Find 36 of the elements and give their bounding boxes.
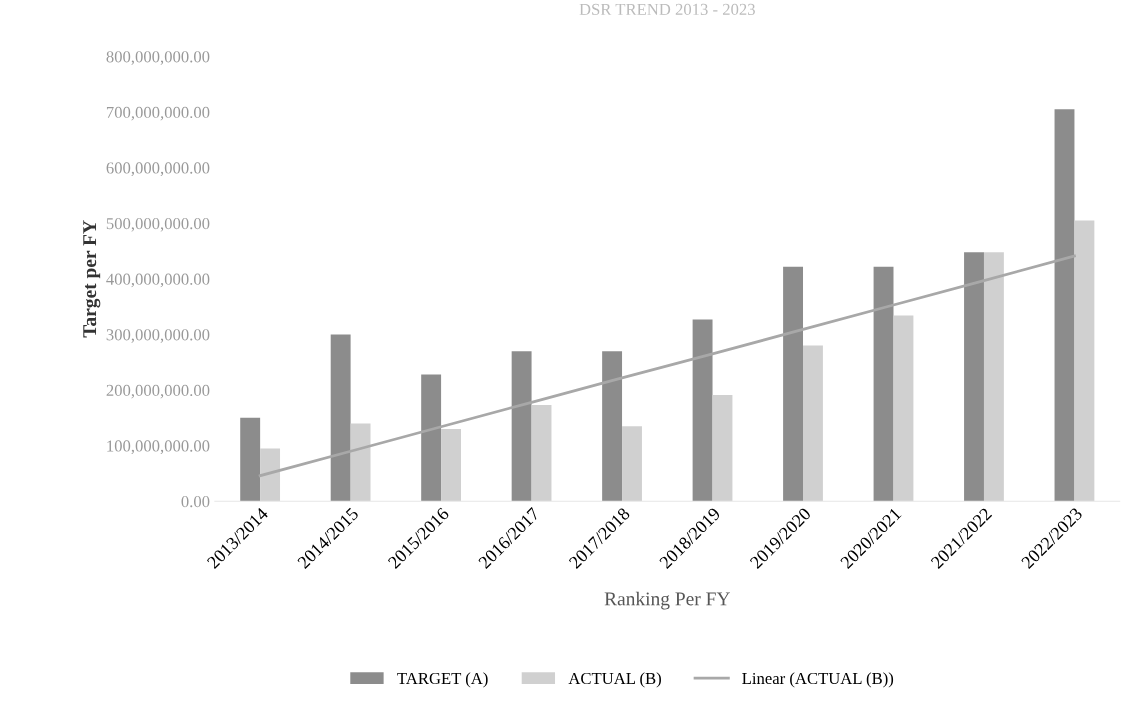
bar [983, 252, 1004, 502]
bar [622, 426, 642, 502]
bar [964, 252, 984, 502]
bar [240, 417, 261, 502]
y-tick-label: 500,000,000.00 [106, 217, 210, 232]
bar [260, 448, 281, 502]
bar [1074, 220, 1095, 502]
bar [350, 423, 371, 502]
y-tick-label: 300,000,000.00 [106, 329, 210, 343]
bar [511, 351, 532, 502]
y-tick-label: 100,000,000.00 [107, 440, 210, 455]
bar [803, 345, 823, 502]
bar [421, 374, 442, 502]
x-axis-title: Ranking Per FY [604, 591, 730, 610]
bar [712, 395, 733, 502]
legend-label: ACTUAL (B) [568, 672, 661, 688]
y-tick-label: 200,000,000.00 [106, 384, 210, 399]
y-tick-label: 0.00 [181, 495, 210, 508]
bar [1054, 109, 1075, 502]
bar [441, 428, 461, 502]
chart-title: DSR TREND 2013 - 2023 [579, 3, 755, 15]
bar [893, 315, 914, 502]
bar [531, 405, 552, 502]
legend-label: Linear (ACTUAL (B)) [742, 672, 894, 688]
y-axis-title: Target per FY [83, 220, 101, 338]
y-tick-label: 700,000,000.00 [106, 106, 210, 121]
y-tick-label: 600,000,000.00 [106, 162, 210, 177]
y-tick-label: 800,000,000.00 [106, 51, 210, 65]
line-series [258, 254, 1076, 478]
bar [783, 266, 804, 502]
y-tick-label: 400,000,000.00 [106, 273, 210, 288]
bar [692, 319, 713, 502]
bar [602, 351, 623, 502]
bar [330, 334, 351, 502]
legend-label: TARGET (A) [397, 672, 488, 688]
bar [873, 266, 894, 502]
